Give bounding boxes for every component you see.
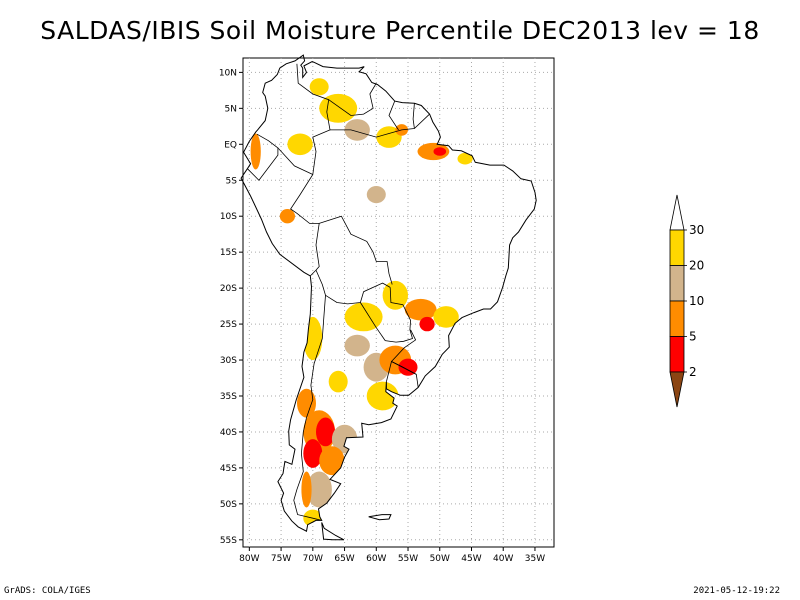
country-border [386,360,417,382]
percentile-patch-tan [366,186,386,204]
percentile-patch-gold [433,306,459,328]
map-frame [242,57,555,548]
percentile-patch-tan [306,471,332,508]
lat-tick-label: EQ [224,140,237,150]
percentile-patch-tan [344,119,370,141]
colorbar-segment-red [669,336,685,373]
percentile-patch-red [303,439,323,468]
lon-tick-label: 40W [493,554,513,564]
lat-tick-label: 5S [226,176,238,186]
country-border [388,100,399,131]
percentile-patch-orange [404,298,437,321]
lon-tick-label: 80W [239,554,259,564]
country-border [319,215,393,285]
colorbar-level-label: 20 [689,259,704,273]
lon-tick-label: 70W [303,554,323,564]
lon-tick-label: 35W [525,554,545,564]
colorbar-bottom-arrow [669,371,685,408]
gridlines [239,58,554,551]
country-border [360,287,413,343]
percentile-patch-orange [301,471,312,508]
lon-tick-label: 65W [334,554,354,564]
lat-tick-label: 10S [220,212,237,222]
colorbar-level-label: 5 [689,330,697,344]
lat-tick-label: 35S [220,392,237,402]
coastline [240,54,537,541]
footer-credit: GrADS: COLA/IGES [4,586,91,596]
country-border [296,63,331,175]
country-border [290,174,320,277]
percentile-patch-gold [303,316,323,361]
percentile-patch-orange [279,209,295,224]
colorbar-segment-orange [669,300,685,337]
percentile-patch-tan [344,334,370,357]
colorbar-segment-gold [669,229,685,266]
country-border [412,103,415,129]
percentile-patch-gold [328,370,348,393]
percentile-patch-orange [250,133,261,170]
lat-tick-label: 20S [220,284,237,294]
lat-tick-label: 40S [220,428,237,438]
percentile-shading [250,78,473,527]
colorbar-level-label: 30 [689,223,704,237]
longitude-labels: 80W 75W 70W 65W 60W 55W 50W 45W 40W 35W [239,554,545,564]
lon-tick-label: 75W [271,554,291,564]
lat-tick-label: 45S [220,464,237,474]
lat-tick-label: 15S [220,248,237,258]
coastline-path [240,54,537,541]
percentile-patch-gold [457,152,473,165]
lat-tick-label: 25S [220,320,237,330]
colorbar-top-arrow [669,194,685,231]
percentile-patch-orange [319,446,345,476]
percentile-patch-red [316,417,335,447]
percentile-patch-red [398,358,418,376]
colorbar: 30 20 10 5 2 [669,194,704,408]
lat-tick-label: 55S [220,536,237,546]
percentile-patch-red [419,316,435,332]
lat-tick-label: 30S [220,356,237,366]
lon-tick-label: 50W [430,554,450,564]
percentile-patch-gold [287,133,313,156]
footer-timestamp: 2021-05-12-19:22 [693,586,780,596]
lat-tick-label: 10N [219,68,237,78]
country-border [315,269,391,305]
lon-tick-label: 60W [366,554,386,564]
lon-tick-label: 45W [461,554,481,564]
lon-tick-label: 55W [398,554,418,564]
percentile-patch-gold [366,381,399,411]
colorbar-segment-tan [669,265,685,302]
country-borders [247,63,430,521]
lat-tick-label: 50S [220,500,237,510]
lat-tick-label: 5N [225,104,237,114]
percentile-patch-gold [344,302,383,332]
country-border [247,147,279,181]
country-border [328,82,377,116]
percentile-patch-gold [382,280,408,310]
colorbar-level-label: 2 [689,365,697,379]
percentile-patch-orange [297,388,316,418]
chart-title: SALDAS/IBIS Soil Moisture Percentile DEC… [40,16,760,45]
percentile-patch-red [433,147,447,156]
percentile-patch-orange [417,142,450,161]
latitude-labels: 10N 5N EQ 5S 10S 15S 20S 25S 30S 35S 40S 45S 50S 55S [219,68,237,545]
percentile-patch-gold [309,78,329,96]
country-border [293,295,326,521]
colorbar-level-label: 10 [689,294,704,308]
